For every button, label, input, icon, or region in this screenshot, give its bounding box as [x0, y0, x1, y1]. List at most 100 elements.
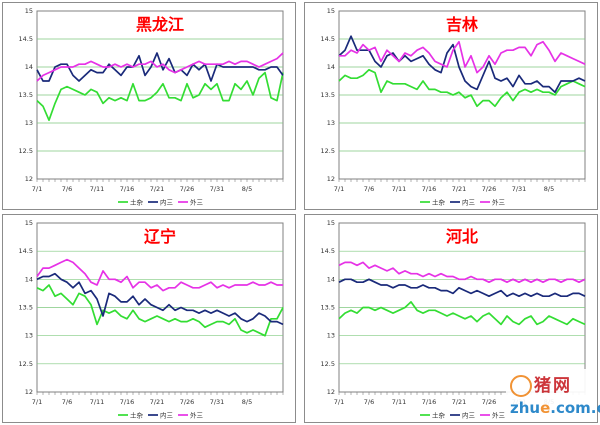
x-tick-label: 7/11: [90, 398, 105, 406]
y-tick-label: 12.5: [321, 360, 335, 368]
y-tick-label: 14: [25, 275, 33, 283]
watermark-url-e: e: [540, 399, 551, 417]
legend-label: 外三: [190, 198, 204, 207]
legend-label: 土杂: [432, 198, 446, 207]
x-tick-label: 7/6: [364, 398, 374, 406]
y-tick-label: 13: [25, 332, 33, 340]
chart-panel-heilongjiang: 12 12.5 13 13.5 14 14.5 15 7/1 7/6 7/11 7/16 7/21 7/…: [2, 2, 296, 210]
watermark-title: 猪网: [534, 376, 572, 396]
legend-label: 内三: [462, 411, 476, 420]
y-tick-label: 12.5: [19, 147, 33, 155]
legend-label: 内三: [160, 411, 174, 420]
y-tick-label: 14: [25, 63, 33, 71]
series-line-3: [338, 261, 586, 284]
line-chart-liaoning: 12 12.5 13 13.5 14 14.5 15 7/1 7/6 7/11 7/16 7/21 7/…: [19, 219, 284, 420]
x-tick-label: 8/5: [544, 185, 554, 193]
x-tick-label: 7/31: [210, 185, 225, 193]
x-tick-label: 7/21: [452, 185, 467, 193]
x-tick-label: 7/26: [180, 185, 195, 193]
x-tick-label: 7/16: [120, 185, 135, 193]
watermark-url: zhue.com.cn: [510, 399, 600, 417]
x-tick-label: 7/1: [334, 398, 344, 406]
line-chart-jilin: 12 12.5 13 13.5 14 14.5 15 7/1 7/6 7/11 7/16 7/21 7/…: [321, 7, 586, 207]
legend-label: 外三: [190, 411, 204, 420]
y-tick-label: 12.5: [19, 360, 33, 368]
y-tick-label: 15: [327, 219, 335, 227]
watermark-url-suffix: .com.cn: [550, 399, 600, 417]
y-tick-label: 14.5: [321, 247, 335, 255]
y-tick-label: 13.5: [19, 91, 33, 99]
series-line-1: [36, 71, 284, 122]
legend-label: 外三: [492, 411, 506, 420]
x-tick-label: 7/1: [32, 185, 42, 193]
chart-panel-jilin: 12 12.5 13 13.5 14 14.5 15 7/1 7/6 7/11 7/16 7/21 7/…: [304, 2, 598, 210]
y-tick-label: 12: [25, 175, 33, 183]
y-tick-label: 15: [25, 219, 33, 227]
x-tick-label: 7/11: [392, 185, 407, 193]
y-tick-label: 13.5: [321, 91, 335, 99]
series-line-1: [36, 284, 284, 337]
y-tick-label: 12.5: [321, 147, 335, 155]
chart-title: 吉林: [446, 15, 478, 34]
x-tick-label: 7/21: [150, 185, 165, 193]
x-tick-label: 7/26: [482, 185, 497, 193]
series-line-1: [338, 301, 586, 326]
x-tick-label: 8/5: [242, 398, 252, 406]
y-tick-label: 14.5: [321, 35, 335, 43]
x-tick-label: 7/21: [452, 398, 467, 406]
y-tick-label: 15: [327, 7, 335, 15]
series-line-2: [338, 35, 586, 94]
series-line-2: [338, 278, 586, 298]
chart-panel-liaoning: 12 12.5 13 13.5 14 14.5 15 7/1 7/6 7/11 7/16 7/21 7/…: [2, 214, 296, 423]
chart-panel-hebei: 12 12.5 13 13.5 14 14.5 15 7/1 7/6 7/11 7/16 7/21 7/…: [304, 214, 598, 423]
x-tick-label: 7/1: [334, 185, 344, 193]
y-tick-label: 12: [327, 388, 335, 396]
legend-label: 内三: [160, 198, 174, 207]
line-chart-heilongjiang: 12 12.5 13 13.5 14 14.5 15 7/1 7/6 7/11 7/16 7/21 7/…: [19, 7, 284, 207]
series-line-3: [36, 258, 283, 292]
x-tick-label: 7/31: [512, 185, 527, 193]
x-tick-label: 7/11: [392, 398, 407, 406]
y-tick-label: 13.5: [19, 304, 33, 312]
y-tick-label: 14.5: [19, 35, 33, 43]
chart-title: 黑龙江: [136, 15, 184, 34]
y-tick-label: 13: [327, 119, 335, 127]
x-tick-label: 8/5: [242, 185, 252, 193]
x-tick-label: 7/21: [150, 398, 165, 406]
legend-label: 土杂: [130, 198, 144, 207]
x-tick-label: 7/16: [120, 398, 135, 406]
series-line-2: [36, 52, 284, 82]
y-tick-label: 14.5: [19, 247, 33, 255]
y-tick-label: 12: [327, 175, 335, 183]
y-tick-label: 14: [327, 275, 335, 283]
legend-label: 外三: [492, 198, 506, 207]
watermark-url-prefix: zhu: [510, 399, 541, 417]
chart-title: 辽宁: [144, 227, 176, 246]
x-tick-label: 7/31: [210, 398, 225, 406]
x-tick-label: 7/6: [62, 185, 72, 193]
chart-title: 河北: [446, 227, 478, 246]
legend-label: 内三: [462, 198, 476, 207]
x-tick-label: 7/16: [422, 398, 437, 406]
series-line-3: [339, 40, 586, 74]
x-tick-label: 7/6: [62, 398, 72, 406]
y-tick-label: 13: [25, 119, 33, 127]
series-line-2: [36, 272, 284, 326]
x-tick-label: 7/26: [482, 398, 497, 406]
site-watermark: 猪网 zhue.com.cn: [506, 369, 600, 421]
watermark-logo-icon: [510, 375, 532, 397]
legend-label: 土杂: [432, 411, 446, 420]
legend-label: 土杂: [130, 411, 144, 420]
y-tick-label: 13.5: [321, 304, 335, 312]
x-tick-label: 7/1: [32, 398, 42, 406]
x-tick-label: 7/26: [180, 398, 195, 406]
y-tick-label: 13: [327, 332, 335, 340]
x-tick-label: 7/6: [364, 185, 374, 193]
y-tick-label: 15: [25, 7, 33, 15]
line-chart-hebei: 12 12.5 13 13.5 14 14.5 15 7/1 7/6 7/11 7/16 7/21 7/…: [321, 219, 586, 420]
y-tick-label: 12: [25, 388, 33, 396]
x-tick-label: 7/16: [422, 185, 437, 193]
series-line-1: [338, 68, 586, 108]
y-tick-label: 14: [327, 63, 335, 71]
series-line-3: [36, 52, 284, 82]
